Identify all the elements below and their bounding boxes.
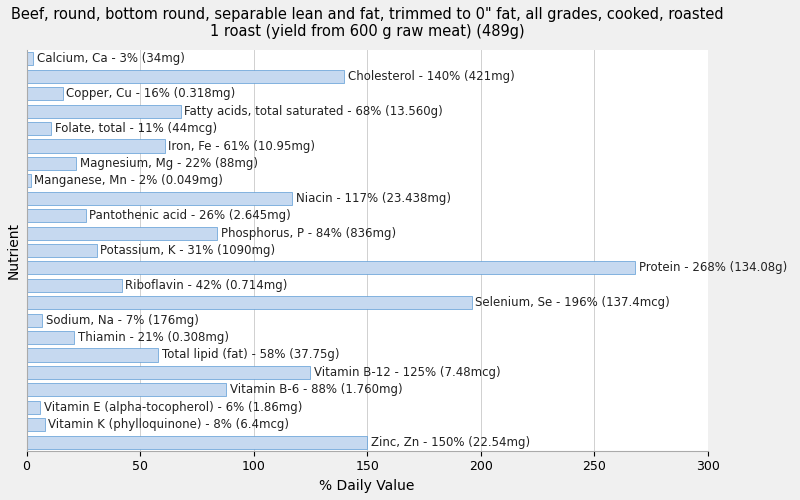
- Bar: [26, 244, 97, 257]
- Text: Phosphorus, P - 84% (836mg): Phosphorus, P - 84% (836mg): [221, 226, 396, 239]
- Text: Manganese, Mn - 2% (0.049mg): Manganese, Mn - 2% (0.049mg): [34, 174, 223, 188]
- Text: Vitamin E (alpha-tocopherol) - 6% (1.86mg): Vitamin E (alpha-tocopherol) - 6% (1.86m…: [43, 400, 302, 413]
- Bar: [26, 400, 40, 414]
- Text: Cholesterol - 140% (421mg): Cholesterol - 140% (421mg): [348, 70, 514, 83]
- Text: Sodium, Na - 7% (176mg): Sodium, Na - 7% (176mg): [46, 314, 198, 326]
- Text: Iron, Fe - 61% (10.95mg): Iron, Fe - 61% (10.95mg): [169, 140, 315, 152]
- Text: Thiamin - 21% (0.308mg): Thiamin - 21% (0.308mg): [78, 331, 229, 344]
- Text: Calcium, Ca - 3% (34mg): Calcium, Ca - 3% (34mg): [37, 52, 185, 66]
- Bar: [26, 209, 86, 222]
- Text: Total lipid (fat) - 58% (37.75g): Total lipid (fat) - 58% (37.75g): [162, 348, 339, 362]
- Text: Niacin - 117% (23.438mg): Niacin - 117% (23.438mg): [296, 192, 450, 205]
- Bar: [26, 140, 165, 152]
- Text: Selenium, Se - 196% (137.4mcg): Selenium, Se - 196% (137.4mcg): [475, 296, 670, 310]
- Text: Magnesium, Mg - 22% (88mg): Magnesium, Mg - 22% (88mg): [80, 157, 258, 170]
- Bar: [26, 87, 63, 101]
- Bar: [26, 157, 77, 170]
- Title: Beef, round, bottom round, separable lean and fat, trimmed to 0" fat, all grades: Beef, round, bottom round, separable lea…: [11, 7, 723, 40]
- Bar: [26, 70, 345, 83]
- Text: Vitamin B-6 - 88% (1.760mg): Vitamin B-6 - 88% (1.760mg): [230, 384, 402, 396]
- Bar: [26, 174, 31, 188]
- Y-axis label: Nutrient: Nutrient: [7, 222, 21, 279]
- Bar: [26, 122, 51, 135]
- Text: Protein - 268% (134.08g): Protein - 268% (134.08g): [638, 262, 787, 274]
- Text: Vitamin K (phylloquinone) - 8% (6.4mcg): Vitamin K (phylloquinone) - 8% (6.4mcg): [48, 418, 289, 431]
- Bar: [26, 52, 34, 66]
- Bar: [26, 366, 310, 379]
- Bar: [26, 436, 367, 448]
- Text: Zinc, Zn - 150% (22.54mg): Zinc, Zn - 150% (22.54mg): [370, 436, 530, 448]
- Text: Pantothenic acid - 26% (2.645mg): Pantothenic acid - 26% (2.645mg): [89, 209, 290, 222]
- Bar: [26, 104, 181, 118]
- Text: Riboflavin - 42% (0.714mg): Riboflavin - 42% (0.714mg): [126, 279, 288, 292]
- Bar: [26, 279, 122, 292]
- Bar: [26, 226, 218, 239]
- Bar: [26, 262, 635, 274]
- X-axis label: % Daily Value: % Daily Value: [319, 479, 415, 493]
- Bar: [26, 314, 42, 326]
- Bar: [26, 192, 292, 205]
- Bar: [26, 348, 158, 362]
- Bar: [26, 384, 226, 396]
- Text: Vitamin B-12 - 125% (7.48mcg): Vitamin B-12 - 125% (7.48mcg): [314, 366, 501, 379]
- Text: Copper, Cu - 16% (0.318mg): Copper, Cu - 16% (0.318mg): [66, 88, 235, 101]
- Text: Folate, total - 11% (44mcg): Folate, total - 11% (44mcg): [55, 122, 217, 135]
- Bar: [26, 418, 45, 431]
- Text: Fatty acids, total saturated - 68% (13.560g): Fatty acids, total saturated - 68% (13.5…: [184, 104, 443, 118]
- Bar: [26, 331, 74, 344]
- Text: Potassium, K - 31% (1090mg): Potassium, K - 31% (1090mg): [100, 244, 275, 257]
- Bar: [26, 296, 472, 310]
